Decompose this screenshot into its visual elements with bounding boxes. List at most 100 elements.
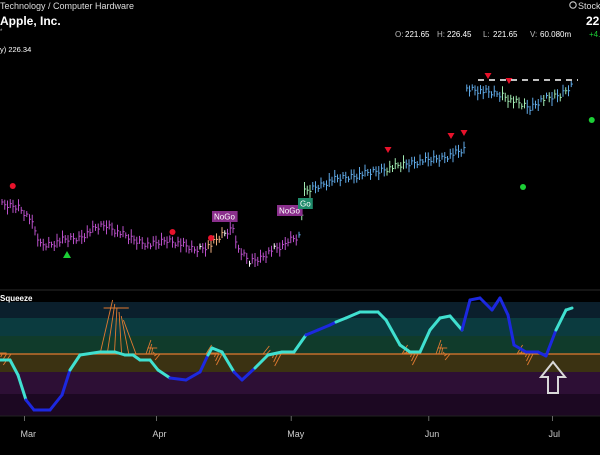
- price-change: +4.79: [589, 30, 600, 39]
- squeeze-spike: [205, 344, 212, 355]
- osc-band-bottom: [0, 394, 600, 416]
- squeeze-spike: [411, 353, 416, 362]
- oscillator-line: [0, 296, 574, 412]
- osc-band-top: [0, 302, 600, 318]
- squeeze-spike: [99, 299, 114, 355]
- oscillator-segment: [16, 373, 28, 402]
- ohlc-value: 221.65: [493, 30, 518, 39]
- oscillator-segment: [78, 350, 102, 357]
- oscillator-segment: [68, 353, 82, 372]
- squeeze-spike: [122, 319, 137, 355]
- x-axis: Mar Apr May Jun Jul: [21, 416, 561, 439]
- gonogo-label-box: [212, 211, 238, 222]
- oscillator-segment: [428, 316, 442, 332]
- oscillator-segment: [512, 343, 528, 354]
- ohlc-label: V:: [530, 30, 537, 39]
- squeeze-spike: [118, 311, 123, 355]
- price-bars: [1, 81, 573, 267]
- red-triangle-marker: [505, 78, 513, 84]
- oscillator-segment: [184, 370, 202, 382]
- last-price: 22: [586, 14, 600, 28]
- oscillator-segment: [240, 366, 257, 382]
- oscillator-segment: [344, 310, 362, 320]
- ohlc-label: H:: [437, 30, 445, 39]
- gonogo-label-box: [277, 205, 303, 216]
- squeeze-spike: [262, 345, 270, 355]
- company-title: Apple, Inc.: [0, 14, 61, 28]
- oscillator-segment: [384, 318, 402, 347]
- oscillator-segment: [334, 316, 348, 324]
- oscillator-segment: [506, 313, 516, 347]
- squeeze-spike: [154, 353, 161, 361]
- oscillator-segment: [8, 358, 20, 377]
- oscillator-segment: [498, 296, 510, 317]
- squeeze-spike: [120, 315, 130, 355]
- ohlc-label: O:: [395, 30, 403, 39]
- oscillator-segment: [292, 333, 308, 354]
- oscillator-segment: [376, 310, 388, 322]
- oscillator-segment: [168, 376, 188, 382]
- oscillator-segment: [220, 350, 236, 374]
- squeeze-spike: [106, 303, 116, 355]
- oscillator-segment: [198, 353, 210, 374]
- oscillator-segment: [460, 298, 472, 332]
- squeeze-spike: [526, 353, 534, 366]
- red-triangle-marker: [460, 130, 468, 136]
- squeeze-spike: [266, 349, 271, 355]
- green-dot-marker: [520, 184, 526, 190]
- red-dot-marker: [9, 183, 16, 189]
- breadcrumb: Technology / Computer Hardware: [0, 1, 134, 11]
- oscillator-segment: [448, 314, 464, 332]
- red-dot-marker: [169, 229, 176, 235]
- red-triangle-marker: [447, 133, 455, 139]
- oscillator-segment: [156, 368, 172, 380]
- up-arrow-icon: [538, 360, 568, 394]
- brand-logo: StockC: [569, 1, 600, 11]
- ohlc-label: L:: [483, 30, 490, 39]
- oscillator-segment: [304, 328, 320, 337]
- oscillator-segment: [544, 328, 558, 358]
- header-dot: *: [0, 29, 3, 35]
- oscillator-segment: [24, 398, 36, 412]
- oscillator-segment: [490, 296, 502, 312]
- squeeze-spike: [148, 343, 153, 355]
- gonogo-label-text: Go: [300, 200, 311, 209]
- red-dot-marker: [208, 235, 214, 241]
- squeeze-spike: [215, 353, 223, 366]
- ohlc-value: 221.65: [405, 30, 430, 39]
- oscillator-segment: [398, 343, 412, 354]
- squeeze-spike: [526, 353, 531, 362]
- oscillator-segment: [48, 393, 64, 412]
- x-tick-label: Jun: [425, 429, 440, 439]
- oscillator-segment: [148, 358, 160, 372]
- squeeze-spike: [151, 347, 154, 355]
- x-tick-label: Jul: [549, 429, 561, 439]
- oscillator-segment: [113, 350, 127, 357]
- osc-band-lower: [0, 372, 600, 394]
- red-triangle-marker: [484, 73, 492, 79]
- oscillator-segment: [232, 370, 244, 382]
- price-note: y) 226.34: [0, 45, 31, 54]
- price-markers: [9, 73, 595, 258]
- ohlc-readout: O: 221.65 H: 226.45 L: 221.65 V: 60.080m: [395, 30, 571, 39]
- x-tick-label: Apr: [153, 429, 167, 439]
- brand-name: StockC: [578, 1, 600, 11]
- squeeze-spike: [438, 343, 443, 355]
- squeeze-spike: [441, 347, 444, 355]
- oscillator-segment: [266, 350, 284, 357]
- squeeze-spike: [444, 353, 451, 361]
- oscillator-segment: [564, 306, 574, 312]
- squeeze-spike: [274, 353, 282, 367]
- oscillator-segment: [316, 323, 332, 332]
- oscillator-segment: [210, 346, 224, 354]
- oscillator-segment: [554, 308, 568, 332]
- oscillator-segment: [438, 314, 452, 320]
- squeeze-spike: [435, 339, 442, 355]
- oscillator-segment: [468, 296, 482, 302]
- x-tick-label: May: [287, 429, 305, 439]
- oscillator-title: Squeeze: [0, 294, 33, 303]
- osc-band-upper: [0, 318, 600, 336]
- oscillator-segment: [418, 328, 432, 354]
- x-tick-label: Mar: [21, 429, 37, 439]
